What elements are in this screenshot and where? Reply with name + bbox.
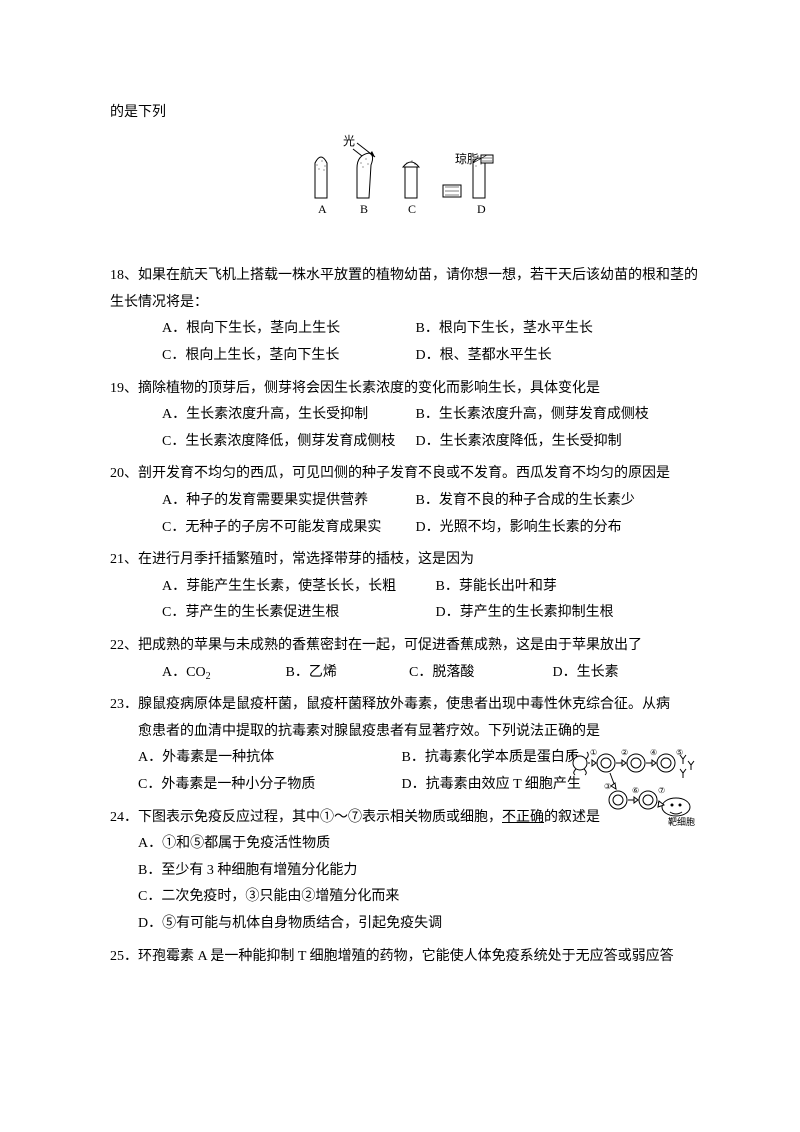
q23-stem-2: 愈患者的血清中提取的抗毒素对腺鼠疫患者有显著疗效。下列说法正确的是 xyxy=(110,719,700,746)
q23-opt-b: B．抗毒素化学本质是蛋白质 xyxy=(402,750,579,765)
q19-opt-a: A．生长素浓度升高，生长受抑制 xyxy=(162,402,412,429)
fig-label-d: D xyxy=(477,202,486,216)
fig-label-a: A xyxy=(318,202,327,216)
svg-text:③: ③ xyxy=(604,782,611,791)
q19-opt-d: D．生长素浓度降低，生长受抑制 xyxy=(416,429,666,456)
svg-text:⑥: ⑥ xyxy=(632,786,639,795)
q24-opt-c: C．二次免疫时，③只能由②增殖分化而来 xyxy=(110,884,700,911)
svg-text:①: ① xyxy=(590,748,597,757)
q21-opt-d: D．芽产生的生长素抑制生根 xyxy=(436,600,686,627)
svg-text:⑤: ⑤ xyxy=(676,748,683,757)
q21-opt-c: C．芽产生的生长素促进生根 xyxy=(162,600,432,627)
q24-opt-d: D．⑤有可能与机体自身物质结合，引起免疫失调 xyxy=(110,911,700,938)
q23-opt-d: D．抗毒素由效应 T 细胞产生 xyxy=(402,777,581,792)
figure-q17: 光 xyxy=(110,133,700,234)
fragment-top: 的是下列 xyxy=(110,100,700,127)
q23-stem-1: 23．腺鼠疫病原体是鼠疫杆菌，鼠疫杆菌释放外毒素，使患者出现中毒性休克综合征。从… xyxy=(110,692,700,719)
q22-stem: 22、把成熟的苹果与未成熟的香蕉密封在一起，可促进香蕉成熟，这是由于苹果放出了 xyxy=(110,633,700,660)
q20-opt-d: D．光照不均，影响生长素的分布 xyxy=(416,515,666,542)
q20-stem: 20、剖开发育不均匀的西瓜，可见凹侧的种子发育不良或不发育。西瓜发育不均匀的原因… xyxy=(110,461,700,488)
svg-text:②: ② xyxy=(621,748,628,757)
fig-label-c: C xyxy=(408,202,416,216)
q22-opt-a: A．CO2 xyxy=(162,660,282,687)
svg-text:⑦: ⑦ xyxy=(658,786,665,795)
q18-stem: 18、如果在航天飞机上搭载一株水平放置的植物幼苗，请你想一想，若干天后该幼苗的根… xyxy=(110,263,700,316)
light-label: 光 xyxy=(343,134,355,148)
q20-opt-c: C．无种子的子房不可能发育成果实 xyxy=(162,515,412,542)
q18-opt-c: C．根向上生长，茎向下生长 xyxy=(162,343,412,370)
q20-opt-a: A．种子的发育需要果实提供营养 xyxy=(162,488,412,515)
q18-opt-a: A．根向下生长，茎向上生长 xyxy=(162,316,412,343)
q19-opt-b: B．生长素浓度升高，侧芽发育成侧枝 xyxy=(416,402,666,429)
figure-q24: 靶细胞 ① ② ④ ⑤ ③ ⑥ ⑦ xyxy=(568,745,698,845)
q22-opt-c: C．脱落酸 xyxy=(409,660,549,687)
q24-opt-b: B．至少有 3 种细胞有增殖分化能力 xyxy=(110,858,700,885)
q25-stem: 25．环孢霉素 A 是一种能抑制 T 细胞增殖的药物，它能使人体免疫系统处于无应… xyxy=(110,944,700,971)
q20-opt-b: B．发育不良的种子合成的生长素少 xyxy=(416,488,666,515)
target-cell-label: 靶细胞 xyxy=(668,816,695,827)
q18-opt-d: D．根、茎都水平生长 xyxy=(416,343,666,370)
q21-stem: 21、在进行月季扦插繁殖时，常选择带芽的插枝，这是因为 xyxy=(110,547,700,574)
q19-stem: 19、摘除植物的顶芽后，侧芽将会因生长素浓度的变化而影响生长，具体变化是 xyxy=(110,376,700,403)
q19-opt-c: C．生长素浓度降低，侧芽发育成侧枝 xyxy=(162,429,412,456)
fig-label-b: B xyxy=(360,202,368,216)
q22-opt-b: B．乙烯 xyxy=(286,660,406,687)
q23-opt-a: A．外毒素是一种抗体 xyxy=(138,745,398,772)
q21-opt-b: B．芽能长出叶和芽 xyxy=(436,574,686,601)
q22-opt-d: D．生长素 xyxy=(553,660,673,687)
svg-text:④: ④ xyxy=(650,748,657,757)
q23-opt-c: C．外毒素是一种小分子物质 xyxy=(138,772,398,799)
q21-opt-a: A．芽能产生生长素，使茎长长，长粗 xyxy=(162,574,432,601)
q18-opt-b: B．根向下生长，茎水平生长 xyxy=(416,316,666,343)
